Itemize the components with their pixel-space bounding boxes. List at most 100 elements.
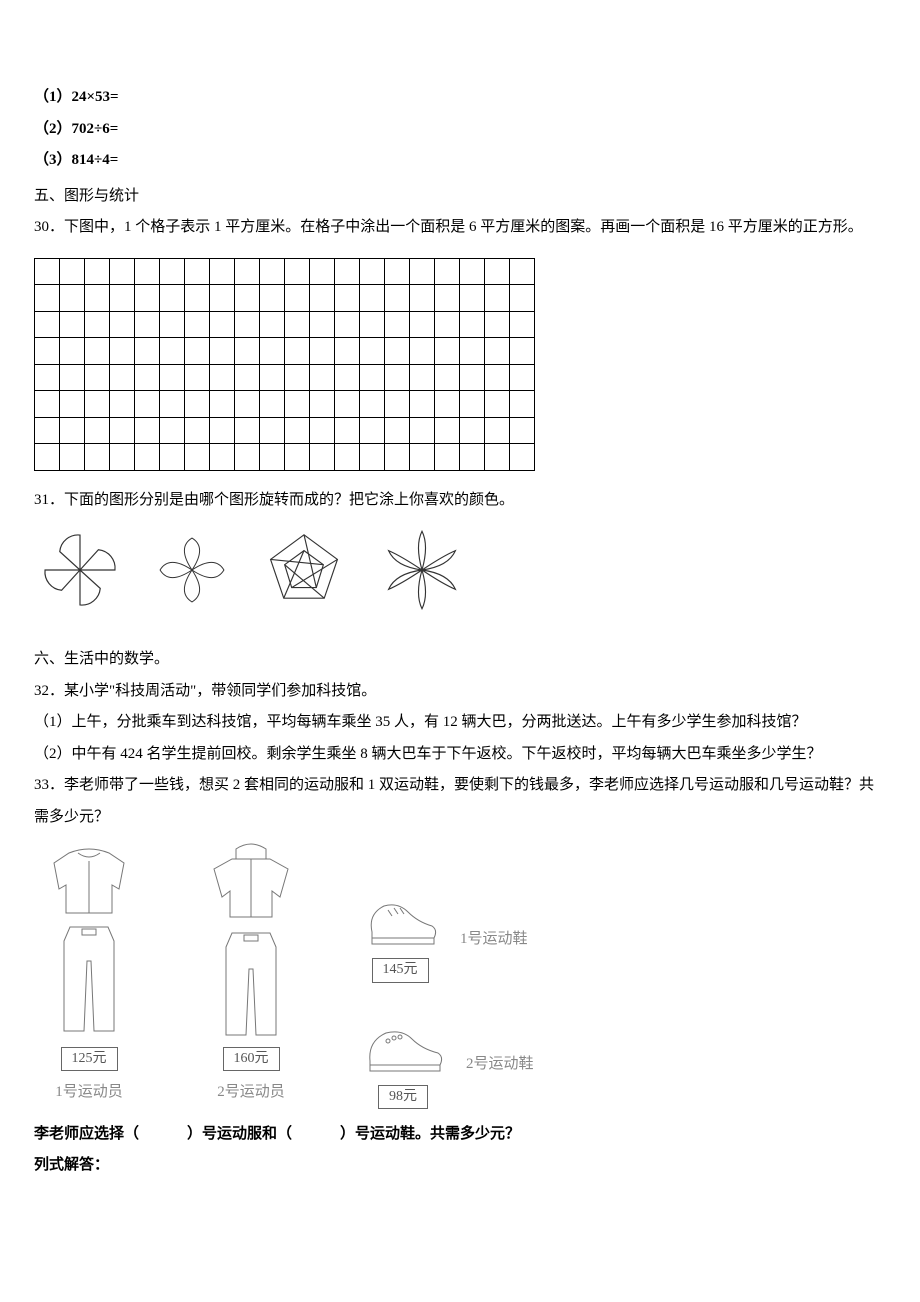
outfit-1-label: 1号运动员	[55, 1077, 123, 1109]
grid-cell	[110, 391, 135, 418]
grid-cell	[285, 285, 310, 312]
grid-cell	[410, 285, 435, 312]
grid-cell	[410, 258, 435, 285]
q32-sub2: （2）中午有 424 名学生提前回校。剩余学生乘坐 8 辆大巴车于下午返校。下午…	[34, 739, 886, 771]
grid-cell	[35, 338, 60, 365]
grid-cell	[385, 391, 410, 418]
grid-cell	[185, 364, 210, 391]
grid-cell	[85, 417, 110, 444]
grid-cell	[260, 285, 285, 312]
grid-cell	[160, 338, 185, 365]
grid-cell	[485, 285, 510, 312]
grid-cell	[510, 364, 535, 391]
grid-cell	[460, 391, 485, 418]
grid-cell	[210, 364, 235, 391]
grid-cell	[485, 417, 510, 444]
grid-cell	[460, 364, 485, 391]
grid-cell	[510, 285, 535, 312]
grid-cell	[185, 338, 210, 365]
grid-cell	[460, 311, 485, 338]
grid-cell	[360, 364, 385, 391]
grid-cell	[35, 391, 60, 418]
shoes-column: 145元 1号运动鞋 98元 2号运动鞋	[358, 896, 534, 1109]
grid-cell	[135, 258, 160, 285]
grid-cell	[385, 417, 410, 444]
grid-cell	[460, 444, 485, 471]
grid-cell	[210, 417, 235, 444]
grid-cell	[85, 338, 110, 365]
grid-cell	[110, 364, 135, 391]
q29-sub1: （1）24×53=	[34, 82, 886, 114]
shoe-2-label: 2号运动鞋	[466, 1049, 534, 1081]
pentagon-spiral-icon	[258, 526, 350, 614]
grid-cell	[110, 311, 135, 338]
grid-cell	[60, 417, 85, 444]
grid-cell	[285, 364, 310, 391]
q33-work-label: 列式解答：	[34, 1150, 886, 1182]
grid-cell	[360, 417, 385, 444]
section-5-title: 五、图形与统计	[34, 181, 886, 213]
grid-cell	[360, 338, 385, 365]
q29-sub2: （2）702÷6=	[34, 114, 886, 146]
grid-cell	[510, 444, 535, 471]
grid-cell	[235, 285, 260, 312]
grid-cell	[60, 311, 85, 338]
grid-cell	[360, 391, 385, 418]
grid-cell	[485, 364, 510, 391]
grid-cell	[260, 338, 285, 365]
grid-cell	[360, 444, 385, 471]
grid-cell	[285, 417, 310, 444]
grid-cell	[60, 338, 85, 365]
grid-cell	[285, 311, 310, 338]
grid-cell	[235, 364, 260, 391]
q33-text: 33．李老师带了一些钱，想买 2 套相同的运动服和 1 双运动鞋，要使剩下的钱最…	[34, 770, 886, 833]
grid-cell	[210, 444, 235, 471]
grid-cell	[335, 391, 360, 418]
grid-cell	[235, 391, 260, 418]
answer-prefix: 李老师应选择（	[34, 1126, 139, 1142]
grid-cell	[110, 444, 135, 471]
grid-cell	[260, 417, 285, 444]
grid-cell	[135, 444, 160, 471]
grid-cell	[185, 391, 210, 418]
grid-cell	[335, 338, 360, 365]
grid-cell	[135, 391, 160, 418]
grid-cell	[385, 258, 410, 285]
grid-cell	[260, 444, 285, 471]
grid-cell	[410, 311, 435, 338]
grid-cell	[485, 338, 510, 365]
grid-cell	[335, 311, 360, 338]
grid-cell	[285, 391, 310, 418]
grid-cell	[285, 444, 310, 471]
grid-cell	[160, 311, 185, 338]
grid-cell	[385, 444, 410, 471]
grid-cell	[85, 391, 110, 418]
q33-answer-line: 李老师应选择（）号运动服和（）号运动鞋。共需多少元？	[34, 1119, 886, 1151]
grid-cell	[210, 258, 235, 285]
grid-cell	[485, 311, 510, 338]
q32-sub1: （1）上午，分批乘车到达科技馆，平均每辆车乘坐 35 人，有 12 辆大巴，分两…	[34, 707, 886, 739]
grid-cell	[335, 444, 360, 471]
grid-cell	[235, 311, 260, 338]
shoe-2: 98元 2号运动鞋	[358, 1021, 534, 1109]
grid-cell	[460, 417, 485, 444]
grid-cell	[60, 258, 85, 285]
grid-cell	[35, 258, 60, 285]
grid-cell	[60, 391, 85, 418]
grid-area	[34, 258, 886, 471]
grid-cell	[210, 311, 235, 338]
grid-cell	[110, 285, 135, 312]
grid-cell	[485, 258, 510, 285]
grid-cell	[435, 364, 460, 391]
grid-cell	[135, 417, 160, 444]
grid-cell	[235, 258, 260, 285]
grid-cell	[110, 417, 135, 444]
grid-cell	[85, 285, 110, 312]
grid-cell	[510, 311, 535, 338]
grid-cell	[510, 391, 535, 418]
q29-sub3: （3）814÷4=	[34, 145, 886, 177]
grid-cell	[360, 258, 385, 285]
grid-cell	[360, 285, 385, 312]
grid-cell	[260, 258, 285, 285]
grid-cell	[135, 338, 160, 365]
